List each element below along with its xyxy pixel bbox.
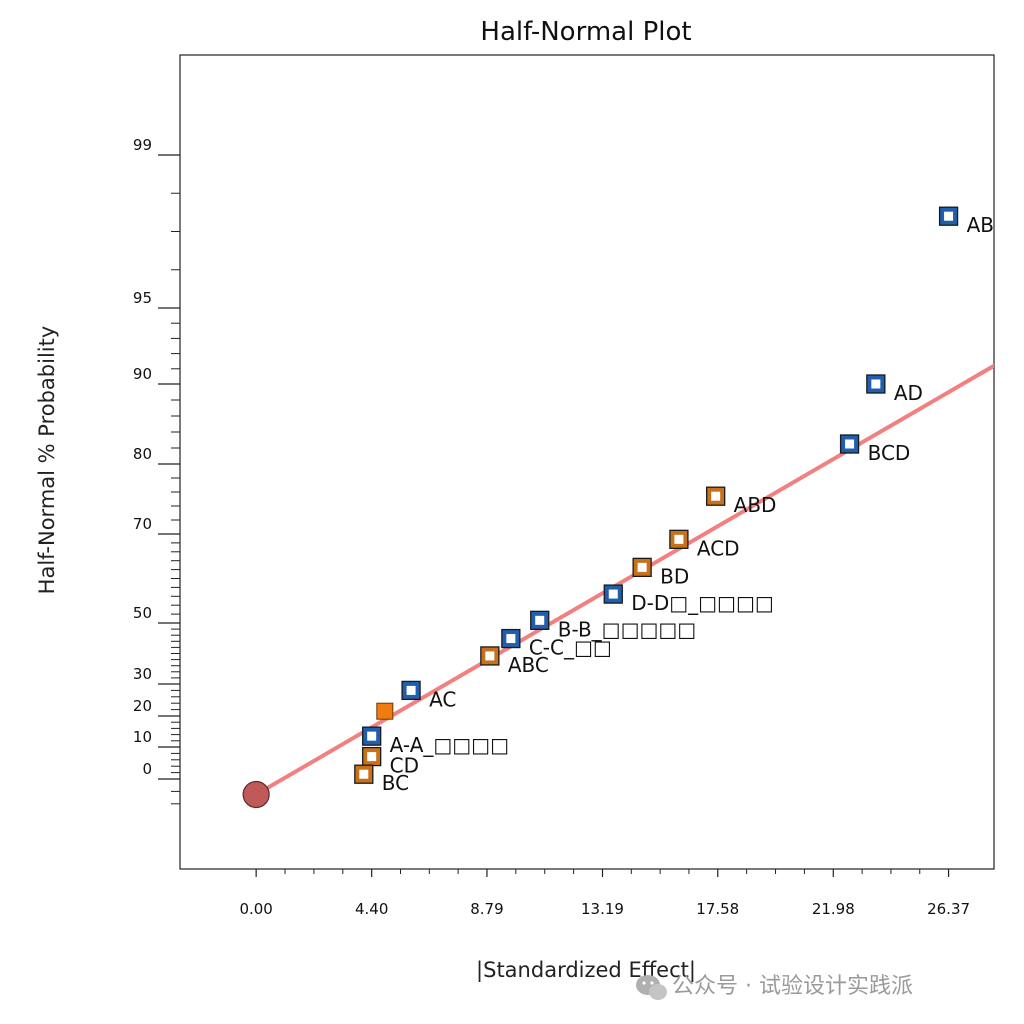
y-tick-label: 0 — [142, 760, 152, 778]
y-tick-label: 30 — [133, 665, 152, 683]
plot-area: ABADBCDABDACDBDD-D□_□□□□B-B_□□□□□C-C_□□A… — [242, 206, 994, 809]
x-tick-label: 0.00 — [239, 900, 272, 918]
error-point — [376, 702, 394, 720]
watermark-text: 公众号 · 试验设计实践派 — [672, 974, 913, 999]
point-label: C-C_□□ — [529, 636, 612, 660]
point-label: AB — [967, 213, 994, 237]
chart-title: Half-Normal Plot — [480, 17, 691, 47]
effect-point-center — [506, 634, 516, 644]
effect-point-center — [485, 651, 495, 661]
y-tick-label: 10 — [133, 728, 152, 746]
effect-point-center — [535, 615, 545, 625]
effect-point-center — [367, 752, 377, 762]
y-tick-label: 70 — [133, 515, 152, 533]
effect-point-center — [674, 534, 684, 544]
x-tick-label: 26.37 — [927, 900, 970, 918]
point-label: ABD — [734, 493, 777, 517]
effect-point-center — [711, 491, 721, 501]
point-label: AD — [894, 381, 923, 405]
x-tick-label: 4.40 — [355, 900, 388, 918]
effect-point-center — [608, 589, 618, 599]
point-label: BCD — [868, 441, 911, 465]
effect-point-center — [367, 731, 377, 741]
x-tick-label: 21.98 — [812, 900, 855, 918]
y-tick-label: 90 — [133, 365, 152, 383]
effect-point-center — [871, 379, 881, 389]
x-tick-label: 13.19 — [581, 900, 624, 918]
reference-line — [254, 363, 994, 797]
y-tick-label: 99 — [133, 136, 152, 154]
y-tick-label: 95 — [133, 289, 152, 307]
x-tick-label: 17.58 — [696, 900, 739, 918]
x-tick-label: 8.79 — [470, 900, 503, 918]
x-axis-label: |Standardized Effect| — [476, 958, 696, 983]
y-axis-label: Half-Normal % Probability — [35, 326, 59, 595]
point-label: B-B_□□□□□ — [558, 617, 696, 641]
origin-point — [242, 780, 270, 809]
point-label: ACD — [697, 536, 740, 560]
effect-point-center — [944, 211, 954, 221]
y-tick-label: 50 — [133, 604, 152, 622]
watermark: 公众号 · 试验设计实践派 — [636, 974, 913, 1000]
y-axis: 0 10 20 30 50 70 80 90 95 99 — [133, 136, 180, 805]
effect-point-center — [406, 685, 416, 695]
wechat-icon — [636, 975, 667, 1000]
point-label: BC — [382, 771, 409, 795]
point-label: BD — [660, 564, 689, 588]
point-label: AC — [429, 687, 456, 711]
effect-point-center — [637, 562, 647, 572]
x-axis: 0.00 4.40 8.79 13.19 17.58 21.98 26.37 — [239, 869, 970, 918]
y-tick-label: 80 — [133, 445, 152, 463]
plot-content: ABADBCDABDACDBDD-D□_□□□□B-B_□□□□□C-C_□□A… — [242, 206, 994, 809]
point-label: A-A_□□□□ — [390, 733, 509, 757]
effect-point-center — [845, 439, 855, 449]
effect-point-center — [359, 769, 369, 779]
y-tick-label: 20 — [133, 697, 152, 715]
point-label: CD — [390, 754, 419, 778]
point-label: D-D□_□□□□ — [631, 591, 774, 615]
point-label: ABC — [508, 653, 549, 677]
plot-frame — [179, 54, 995, 870]
